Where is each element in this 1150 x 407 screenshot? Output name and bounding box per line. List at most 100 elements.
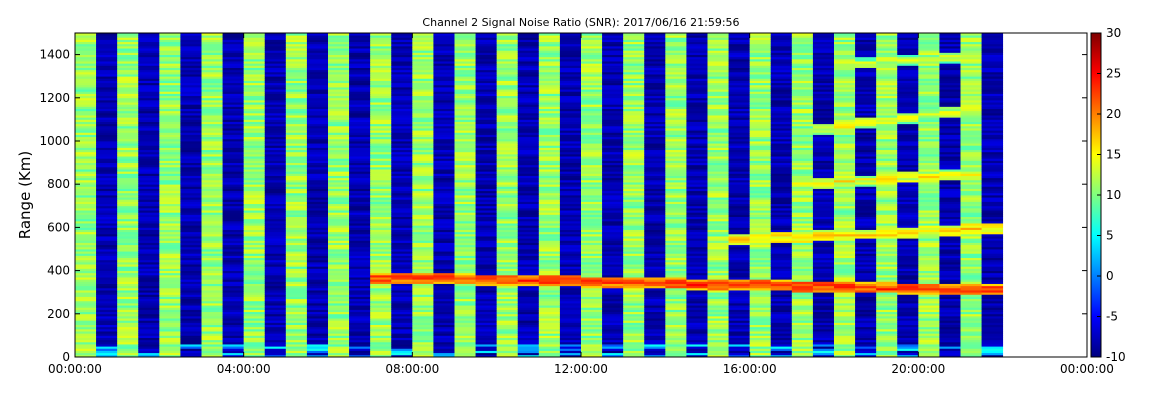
heatmap-cell <box>370 102 392 105</box>
heatmap-cell <box>707 156 729 159</box>
heatmap-cell <box>159 156 181 159</box>
heatmap-cell <box>454 78 476 81</box>
heatmap-cell <box>412 128 434 131</box>
heatmap-cell <box>686 132 708 135</box>
heatmap-cell <box>391 277 413 280</box>
heatmap-cell <box>285 231 308 235</box>
heatmap-cell <box>412 344 434 347</box>
heatmap-cell <box>749 192 772 196</box>
heatmap-cell <box>475 95 498 99</box>
heatmap-cell <box>496 227 519 230</box>
heatmap-cell <box>475 300 498 304</box>
heatmap-cell <box>138 346 160 349</box>
heatmap-cell <box>538 82 561 86</box>
heatmap-cell <box>623 251 645 254</box>
heatmap-cell <box>201 43 223 47</box>
heatmap-cell <box>370 354 392 357</box>
heatmap-cell <box>559 287 582 291</box>
heatmap-cell <box>264 348 287 351</box>
heatmap-cell <box>412 80 434 84</box>
heatmap-cell <box>328 71 350 75</box>
heatmap-cell <box>138 268 160 271</box>
heatmap-cell <box>306 292 329 295</box>
heatmap-cell <box>602 169 624 172</box>
heatmap-cell <box>96 149 118 153</box>
heatmap-cell <box>728 309 751 313</box>
heatmap-cell <box>517 143 540 146</box>
heatmap-cell <box>581 350 603 354</box>
heatmap-cell <box>201 39 223 43</box>
heatmap-cell <box>602 253 624 256</box>
heatmap-cell <box>496 346 519 349</box>
heatmap-cell <box>117 253 139 256</box>
heatmap-cell <box>349 95 371 99</box>
heatmap-cell <box>602 268 624 271</box>
heatmap-cell <box>496 348 519 351</box>
heatmap-cell <box>602 313 624 317</box>
heatmap-cell <box>644 303 666 306</box>
heatmap-cell <box>749 231 772 235</box>
heatmap-cell <box>285 125 308 129</box>
heatmap-cell <box>707 307 729 310</box>
heatmap-cell <box>328 112 350 116</box>
heatmap-cell <box>201 78 223 81</box>
heatmap-cell <box>475 313 498 317</box>
heatmap-cell <box>117 307 139 310</box>
heatmap-cell <box>602 348 624 351</box>
heatmap-cell <box>349 212 371 215</box>
heatmap-cell <box>159 195 181 198</box>
heatmap-cell <box>96 87 118 90</box>
heatmap-cell <box>349 311 371 315</box>
heatmap-cell <box>222 132 245 135</box>
heatmap-cell <box>538 350 561 354</box>
heatmap-cell <box>454 242 476 246</box>
heatmap-cell <box>433 274 455 278</box>
heatmap-cell <box>559 130 582 133</box>
heatmap-cell <box>306 54 329 58</box>
heatmap-cell <box>644 158 666 161</box>
heatmap-cell <box>222 160 245 163</box>
heatmap-cell <box>749 110 772 114</box>
heatmap-cell <box>391 80 413 84</box>
heatmap-cell <box>370 249 392 252</box>
heatmap-cell <box>623 141 645 144</box>
heatmap-cell <box>243 220 266 224</box>
heatmap-cell <box>96 210 118 213</box>
heatmap-cell <box>138 249 160 252</box>
heatmap-cell <box>728 274 751 278</box>
heatmap-cell <box>728 33 751 36</box>
heatmap-cell <box>538 104 561 107</box>
heatmap-cell <box>349 56 371 60</box>
heatmap-cell <box>538 33 561 36</box>
heatmap-cell <box>749 290 772 293</box>
heatmap-cell <box>159 151 181 155</box>
heatmap-cell <box>201 229 223 233</box>
heatmap-cell <box>117 162 139 166</box>
heatmap-cell <box>644 182 666 185</box>
heatmap-cell <box>665 54 687 58</box>
heatmap-cell <box>496 277 519 280</box>
heatmap-cell <box>138 48 160 51</box>
heatmap-cell <box>75 296 97 300</box>
heatmap-cell <box>117 108 139 112</box>
heatmap-cell <box>243 76 266 79</box>
heatmap-cell <box>349 318 371 321</box>
heatmap-cell <box>391 115 413 118</box>
heatmap-cell <box>159 303 181 306</box>
heatmap-cell <box>517 58 540 62</box>
heatmap-cell <box>370 166 392 170</box>
heatmap-cell <box>159 242 181 246</box>
heatmap-cell <box>306 48 329 51</box>
heatmap-cell <box>475 132 498 135</box>
heatmap-cell <box>243 132 266 135</box>
heatmap-cell <box>475 287 498 291</box>
heatmap-cell <box>285 212 308 215</box>
heatmap-cell <box>433 153 455 157</box>
heatmap-cell <box>517 125 540 129</box>
heatmap-cell <box>602 97 624 101</box>
heatmap-cell <box>349 199 371 202</box>
heatmap-cell <box>201 74 223 77</box>
heatmap-cell <box>665 41 687 45</box>
heatmap-cell <box>728 348 751 351</box>
heatmap-cell <box>623 305 645 308</box>
